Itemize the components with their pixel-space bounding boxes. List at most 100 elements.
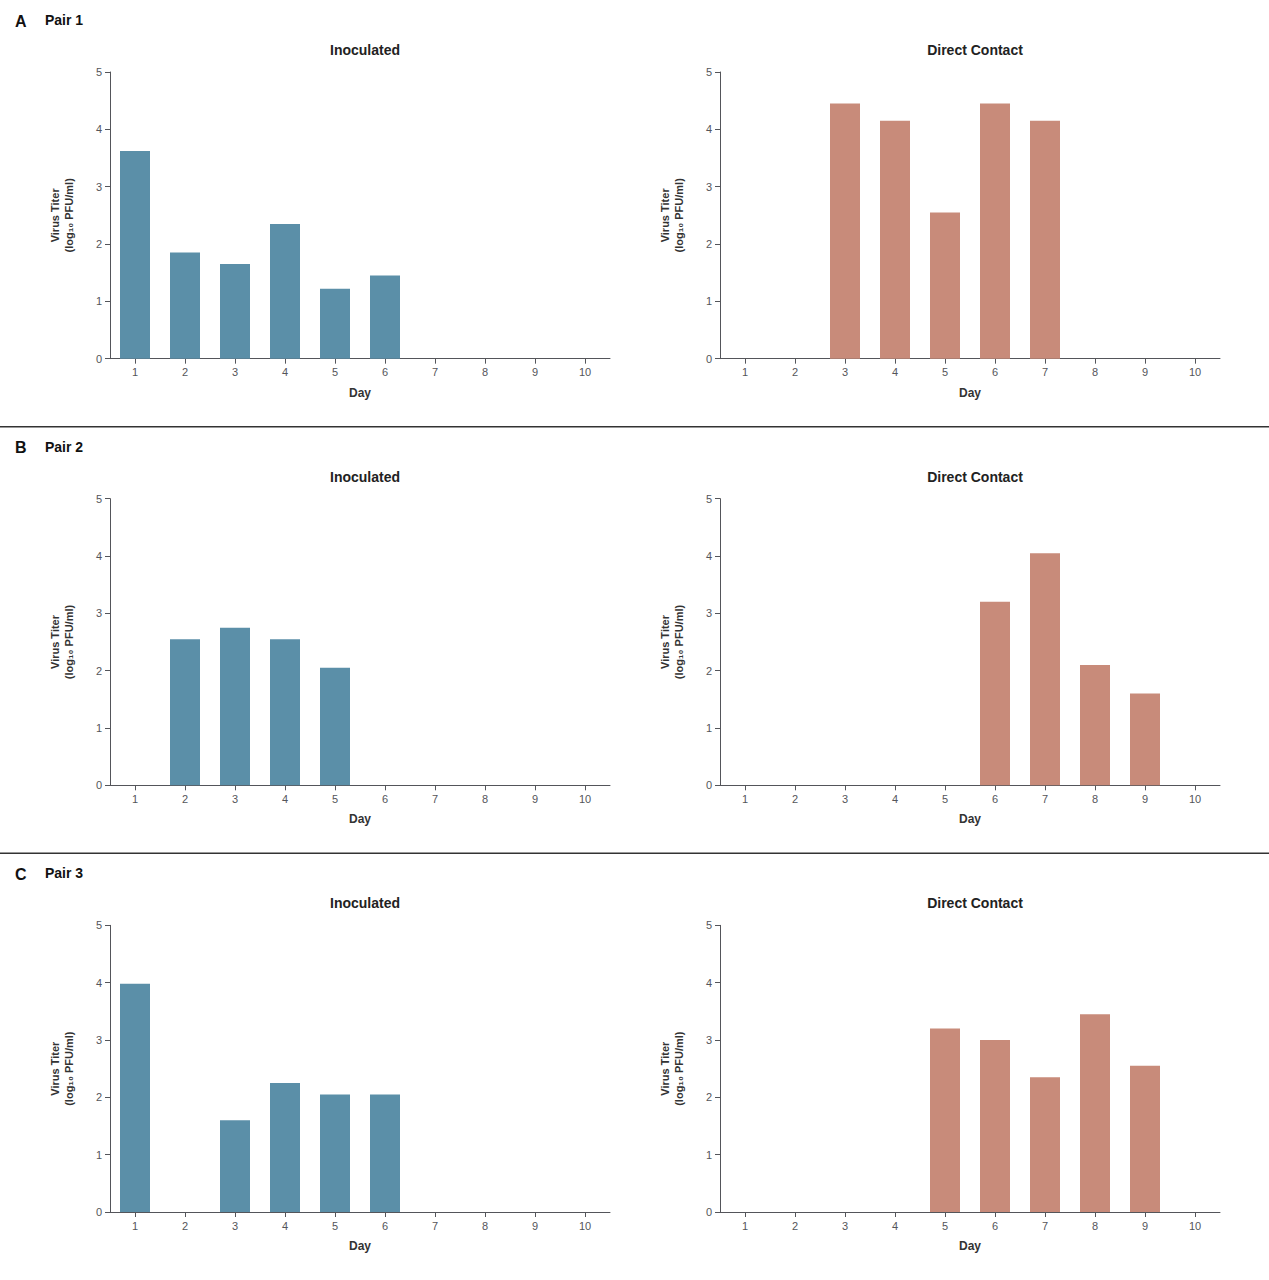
svg-text:4: 4 bbox=[96, 977, 102, 989]
svg-text:5: 5 bbox=[942, 366, 948, 378]
svg-text:8: 8 bbox=[482, 793, 488, 805]
svg-text:6: 6 bbox=[992, 366, 998, 378]
svg-text:7: 7 bbox=[1042, 1220, 1048, 1232]
svg-text:Virus Titer: Virus Titer bbox=[49, 1041, 61, 1096]
svg-text:10: 10 bbox=[1189, 366, 1201, 378]
svg-text:5: 5 bbox=[332, 366, 338, 378]
svg-text:1: 1 bbox=[706, 295, 712, 307]
svg-text:Day: Day bbox=[959, 386, 981, 400]
svg-text:Inoculated: Inoculated bbox=[330, 42, 400, 58]
svg-text:5: 5 bbox=[96, 919, 102, 931]
svg-text:Pair 1: Pair 1 bbox=[45, 12, 83, 28]
svg-text:4: 4 bbox=[892, 366, 898, 378]
svg-text:6: 6 bbox=[382, 1220, 388, 1232]
svg-text:2: 2 bbox=[96, 238, 102, 250]
svg-text:1: 1 bbox=[742, 366, 748, 378]
svg-text:2: 2 bbox=[706, 665, 712, 677]
svg-text:4: 4 bbox=[706, 977, 712, 989]
svg-text:4: 4 bbox=[96, 123, 102, 135]
svg-text:1: 1 bbox=[96, 722, 102, 734]
svg-text:7: 7 bbox=[1042, 366, 1048, 378]
svg-text:3: 3 bbox=[706, 607, 712, 619]
svg-text:10: 10 bbox=[579, 793, 591, 805]
svg-text:Direct Contact: Direct Contact bbox=[927, 895, 1023, 911]
svg-text:Virus Titer: Virus Titer bbox=[659, 1041, 671, 1096]
svg-text:1: 1 bbox=[96, 295, 102, 307]
svg-text:5: 5 bbox=[96, 493, 102, 505]
svg-text:3: 3 bbox=[96, 1034, 102, 1046]
svg-text:Virus Titer: Virus Titer bbox=[659, 614, 671, 669]
svg-text:Direct Contact: Direct Contact bbox=[927, 469, 1023, 485]
svg-text:(log₁₀ PFU/ml): (log₁₀ PFU/ml) bbox=[63, 605, 75, 680]
svg-text:Inoculated: Inoculated bbox=[330, 469, 400, 485]
svg-text:4: 4 bbox=[706, 550, 712, 562]
svg-text:Day: Day bbox=[959, 812, 981, 826]
svg-text:9: 9 bbox=[532, 366, 538, 378]
svg-text:8: 8 bbox=[1092, 793, 1098, 805]
svg-text:9: 9 bbox=[532, 1220, 538, 1232]
svg-text:2: 2 bbox=[182, 366, 188, 378]
svg-text:5: 5 bbox=[706, 66, 712, 78]
svg-text:7: 7 bbox=[432, 1220, 438, 1232]
svg-text:5: 5 bbox=[96, 66, 102, 78]
svg-text:4: 4 bbox=[282, 793, 288, 805]
svg-text:Pair 3: Pair 3 bbox=[45, 865, 83, 881]
svg-text:2: 2 bbox=[792, 793, 798, 805]
svg-text:1: 1 bbox=[706, 1149, 712, 1161]
svg-text:2: 2 bbox=[96, 1091, 102, 1103]
svg-text:3: 3 bbox=[232, 366, 238, 378]
svg-text:Virus Titer: Virus Titer bbox=[659, 188, 671, 243]
svg-text:5: 5 bbox=[942, 1220, 948, 1232]
svg-text:3: 3 bbox=[842, 1220, 848, 1232]
svg-text:3: 3 bbox=[842, 793, 848, 805]
svg-text:2: 2 bbox=[792, 1220, 798, 1232]
svg-text:2: 2 bbox=[96, 665, 102, 677]
svg-text:Virus Titer: Virus Titer bbox=[49, 188, 61, 243]
svg-text:10: 10 bbox=[1189, 1220, 1201, 1232]
svg-text:2: 2 bbox=[792, 366, 798, 378]
svg-text:5: 5 bbox=[706, 493, 712, 505]
svg-text:2: 2 bbox=[182, 1220, 188, 1232]
svg-text:7: 7 bbox=[1042, 793, 1048, 805]
svg-text:Day: Day bbox=[349, 812, 371, 826]
svg-text:2: 2 bbox=[182, 793, 188, 805]
svg-text:4: 4 bbox=[706, 123, 712, 135]
svg-text:0: 0 bbox=[706, 353, 712, 365]
svg-text:5: 5 bbox=[706, 919, 712, 931]
svg-text:2: 2 bbox=[706, 238, 712, 250]
svg-text:2: 2 bbox=[706, 1091, 712, 1103]
svg-text:1: 1 bbox=[132, 1220, 138, 1232]
svg-text:9: 9 bbox=[1142, 793, 1148, 805]
svg-text:4: 4 bbox=[96, 550, 102, 562]
svg-text:4: 4 bbox=[892, 1220, 898, 1232]
svg-text:3: 3 bbox=[96, 181, 102, 193]
svg-text:Virus Titer: Virus Titer bbox=[49, 614, 61, 669]
svg-text:Day: Day bbox=[959, 1239, 981, 1253]
svg-text:0: 0 bbox=[96, 1206, 102, 1218]
svg-text:Inoculated: Inoculated bbox=[330, 895, 400, 911]
svg-text:8: 8 bbox=[1092, 366, 1098, 378]
svg-text:6: 6 bbox=[382, 793, 388, 805]
svg-text:(log₁₀ PFU/ml): (log₁₀ PFU/ml) bbox=[673, 178, 685, 253]
svg-text:C: C bbox=[15, 866, 27, 883]
svg-text:4: 4 bbox=[282, 1220, 288, 1232]
svg-text:1: 1 bbox=[742, 1220, 748, 1232]
svg-text:9: 9 bbox=[1142, 366, 1148, 378]
svg-text:5: 5 bbox=[332, 1220, 338, 1232]
svg-text:4: 4 bbox=[282, 366, 288, 378]
svg-text:Day: Day bbox=[349, 386, 371, 400]
svg-text:1: 1 bbox=[742, 793, 748, 805]
svg-text:9: 9 bbox=[532, 793, 538, 805]
svg-text:0: 0 bbox=[96, 779, 102, 791]
svg-text:Day: Day bbox=[349, 1239, 371, 1253]
svg-text:6: 6 bbox=[992, 1220, 998, 1232]
svg-text:0: 0 bbox=[96, 353, 102, 365]
svg-text:(log₁₀ PFU/ml): (log₁₀ PFU/ml) bbox=[673, 1031, 685, 1106]
svg-text:5: 5 bbox=[942, 793, 948, 805]
svg-text:(log₁₀ PFU/ml): (log₁₀ PFU/ml) bbox=[63, 178, 75, 253]
svg-text:Pair 2: Pair 2 bbox=[45, 439, 83, 455]
svg-text:0: 0 bbox=[706, 1206, 712, 1218]
svg-text:0: 0 bbox=[706, 779, 712, 791]
svg-text:3: 3 bbox=[842, 366, 848, 378]
svg-text:1: 1 bbox=[132, 366, 138, 378]
